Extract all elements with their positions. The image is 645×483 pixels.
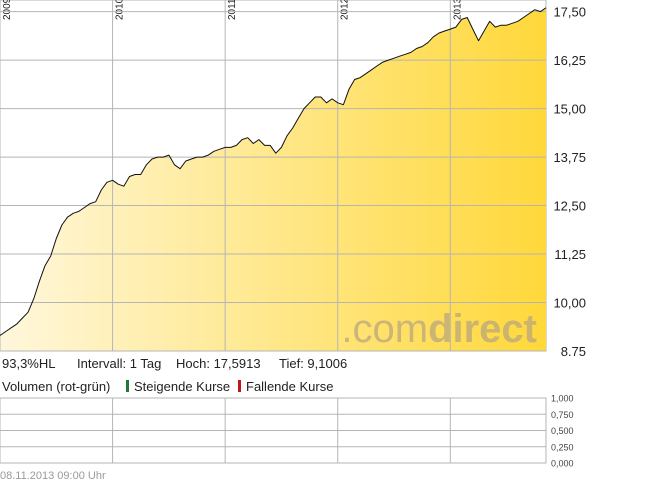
y-tick-label: 16,25 [553,53,586,68]
price-line [0,7,547,336]
volume-y-tick-label: 0,500 [551,426,574,436]
rising-swatch [126,380,129,392]
chart-stats-bar: 93,3%HL Intervall: 1 Tag Hoch: 17,5913 T… [0,353,560,375]
timestamp: 08.11.2013 09:00 Uhr [0,470,106,482]
watermark-dot-com: .com [341,307,428,351]
x-tick-label: 2010 [115,0,126,20]
y-tick-label: 11,25 [554,247,586,262]
watermark-direct: direct [428,307,537,351]
interval-stat: Intervall: 1 Tag [77,356,162,371]
x-tick-label: 2009 [2,0,13,20]
watermark-logo: .comdirect [341,307,537,351]
volume-y-tick-label: 0,250 [551,442,574,452]
rising-legend-label: Steigende Kurse [134,379,231,394]
volume-title: Volumen (rot-grün) [2,379,111,394]
y-tick-label: 13,75 [553,150,586,165]
falling-legend: Fallende Kurse [238,378,333,396]
y-tick-label: 10,00 [553,296,586,311]
falling-legend-label: Fallende Kurse [246,379,334,394]
volume-legend: Volumen (rot-grün) Steigende Kurse Falle… [0,378,560,396]
low-stat: Tief: 9,1006 [279,356,348,371]
y-tick-label: 15,00 [553,102,586,117]
price-area [0,7,546,352]
volume-y-tick-label: 1,000 [551,395,574,404]
falling-swatch [238,380,241,392]
x-tick-label: 2011 [227,0,238,20]
price-chart: 2009 2010 2011 2012 2013 17,50 16,25 15,00 13,75… [0,0,586,356]
y-tick-label: 17,50 [553,5,586,20]
high-stat: Hoch: 17,5913 [176,356,261,371]
x-tick-label: 2013 [452,0,463,20]
volume-chart: 1,000 0,750 0,500 0,250 0,000 [0,395,574,469]
volume-y-tick-label: 0,000 [551,459,574,469]
x-tick-label: 2012 [340,0,351,20]
y-tick-label: 8,75 [561,344,586,356]
rising-legend: Steigende Kurse [126,378,230,396]
y-tick-label: 12,50 [553,199,586,214]
volume-y-tick-label: 0,750 [551,410,574,420]
hl-stat: 93,3%HL [2,356,56,371]
